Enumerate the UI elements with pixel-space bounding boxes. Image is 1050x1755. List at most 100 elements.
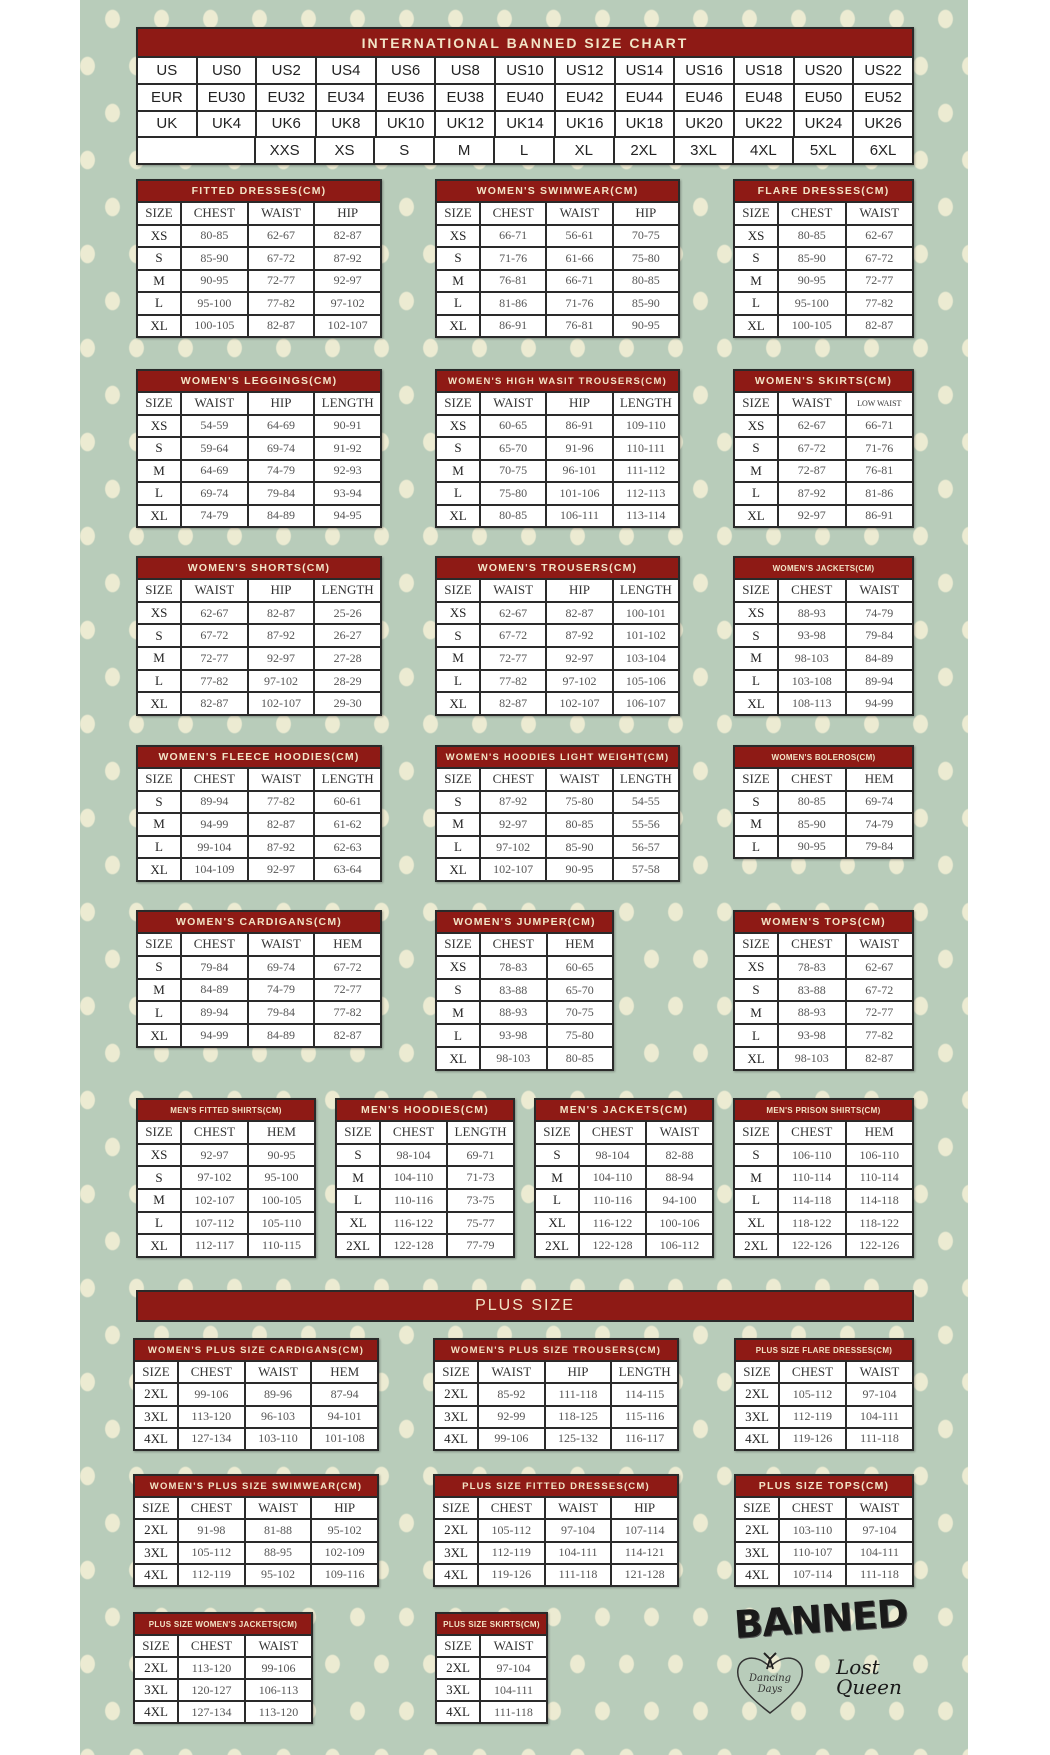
table-title: MEN'S FITTED SHIRTS(CM) [138, 1100, 314, 1120]
size-cell: SIZE [536, 1122, 578, 1143]
measurement-cell: 110-114 [779, 1167, 845, 1189]
measurement-cell: HIP [547, 393, 612, 414]
size-cell: 2XL [435, 1520, 477, 1541]
measurement-cell: 89-96 [245, 1384, 311, 1405]
size-cell: S [337, 1144, 379, 1166]
measurement-cell: 103-110 [245, 1428, 311, 1449]
measurement-cell: 63-64 [315, 859, 381, 880]
measurement-cell: 113-114 [613, 505, 678, 526]
measurement-cell: 119-126 [780, 1428, 845, 1449]
table-row: M 64-69 74-79 92-93 [138, 460, 381, 481]
measurement-cell: 80-85 [481, 505, 546, 526]
table-row: L 110-116 73-75 [337, 1190, 513, 1211]
heart-logo-icon [736, 1652, 804, 1714]
measurement-cell: WAIST [246, 1636, 311, 1656]
table-row: M 104-110 71-73 [337, 1167, 513, 1189]
size-cell: L [138, 293, 180, 314]
measurement-cell: CHEST [182, 769, 247, 790]
measurement-cell: 99-104 [182, 836, 247, 858]
measurement-cell: 70-75 [481, 460, 546, 481]
measurement-cell: 81-88 [245, 1520, 311, 1541]
measurement-cell: 82-87 [248, 814, 314, 835]
table-row: 2XL 113-120 99-106 [135, 1658, 311, 1678]
measurement-cell: WAIST [547, 769, 612, 790]
size-conversion-cell: UK22 [734, 111, 793, 137]
measurement-cell: 70-75 [613, 225, 678, 246]
measurement-cell: 84-89 [182, 979, 247, 1001]
measurement-cell: 110-114 [846, 1167, 912, 1189]
measurement-cell: 105-112 [780, 1384, 845, 1405]
table-row: L 87-92 81-86 [735, 483, 912, 504]
measurement-cell: 81-86 [481, 293, 546, 314]
measurement-cell: 77-82 [248, 791, 314, 813]
size-cell: M [735, 1002, 777, 1024]
measurement-cell: 74-79 [248, 460, 314, 481]
size-conversion-cell: UK6 [257, 111, 316, 137]
table-row: XL 80-85 106-111 113-114 [437, 505, 678, 526]
table-row: XS 66-71 56-61 70-75 [437, 225, 678, 246]
table-row: L 99-104 87-92 62-63 [138, 836, 381, 858]
table-title: WOMEN'S TROUSERS(CM) [437, 558, 678, 578]
measurement-cell: 94-99 [182, 814, 247, 835]
table-row: XS 62-67 82-87 100-101 [437, 602, 678, 624]
table-row: M 110-114 110-114 [735, 1167, 912, 1189]
size-conversion-cell: UK18 [615, 111, 674, 137]
measurement-cell: 62-67 [846, 956, 912, 978]
measurement-cell: 97-102 [182, 1167, 247, 1189]
measurement-cell: 88-93 [779, 602, 845, 624]
size-cell: 4XL [135, 1564, 177, 1585]
size-cell: S [138, 438, 180, 459]
measurement-cell: 74-79 [248, 979, 314, 1001]
table-title: FLARE DRESSES(CM) [735, 181, 912, 201]
measurement-cell: 62-67 [846, 225, 912, 246]
measurement-cell: 88-93 [481, 1002, 546, 1024]
table-title: MEN'S PRISON SHIRTS(CM) [735, 1100, 912, 1120]
women-s-jumper-table: WOMEN'S JUMPER(CM) SIZE CHEST HEM XS 78-83 60-… [435, 910, 614, 1071]
table-header-row: SIZE CHEST WAIST HEM [135, 1362, 378, 1383]
size-conversion-cell: 2XL [614, 138, 673, 163]
measurement-cell: 97-102 [248, 670, 314, 692]
size-cell: SIZE [735, 769, 777, 790]
measurement-cell: 87-92 [248, 836, 314, 858]
size-cell: S [735, 248, 777, 269]
size-cell: L [437, 670, 479, 692]
measurement-cell: 26-27 [315, 625, 381, 647]
table-row: L 93-98 75-80 [437, 1025, 612, 1047]
size-conversion-cell: US14 [615, 58, 674, 83]
size-conversion-cell: US18 [734, 58, 793, 83]
measurement-cell: WAIST [847, 1362, 912, 1383]
measurement-cell: 71-73 [448, 1167, 513, 1189]
measurement-cell: 122-126 [779, 1235, 845, 1257]
table-row: S 71-76 61-66 75-80 [437, 248, 678, 269]
size-cell: SIZE [135, 1636, 177, 1656]
size-conversion-row: EUR EU30 EU32 EU34 EU36 EU38 EU40 EU42 EU44 EU46 E… [138, 84, 912, 110]
measurement-cell: 92-93 [315, 460, 381, 481]
size-conversion-cell: UK24 [794, 111, 853, 137]
measurement-cell: 102-109 [312, 1542, 378, 1563]
measurement-cell: 96-103 [245, 1406, 311, 1427]
table-row: XL 94-99 84-89 82-87 [138, 1025, 381, 1046]
size-cell: SIZE [735, 393, 777, 414]
size-conversion-cell: EU48 [734, 84, 793, 110]
size-cell: 2XL [536, 1235, 578, 1257]
measurement-cell: 106-107 [613, 693, 678, 715]
measurement-cell: 112-119 [780, 1406, 845, 1427]
measurement-cell: 88-93 [779, 1002, 845, 1024]
size-cell: 3XL [736, 1542, 778, 1563]
size-cell: SIZE [138, 769, 180, 790]
table-row: S 67-72 71-76 [735, 438, 912, 459]
size-conversion-cell: EU36 [376, 84, 435, 110]
table-row: S 98-104 82-88 [536, 1144, 712, 1166]
table-header-row: SIZE WAIST HIP LENGTH [437, 393, 678, 414]
size-cell: XS [735, 225, 777, 246]
women-s-trousers-table: WOMEN'S TROUSERS(CM) SIZE WAIST HIP LENGTH XS… [435, 556, 680, 716]
table-title: WOMEN'S HOODIES LIGHT WEIGHT(CM) [437, 747, 678, 767]
measurement-cell: 80-85 [182, 225, 247, 246]
measurement-cell: 112-117 [182, 1235, 247, 1257]
measurement-cell: 100-106 [647, 1212, 712, 1234]
measurement-cell: 83-88 [481, 979, 546, 1001]
size-cell: SIZE [138, 1122, 180, 1143]
size-conversion-cell: L [495, 138, 553, 163]
measurement-cell: 78-83 [779, 956, 845, 978]
size-conversion-cell: US22 [854, 58, 912, 83]
